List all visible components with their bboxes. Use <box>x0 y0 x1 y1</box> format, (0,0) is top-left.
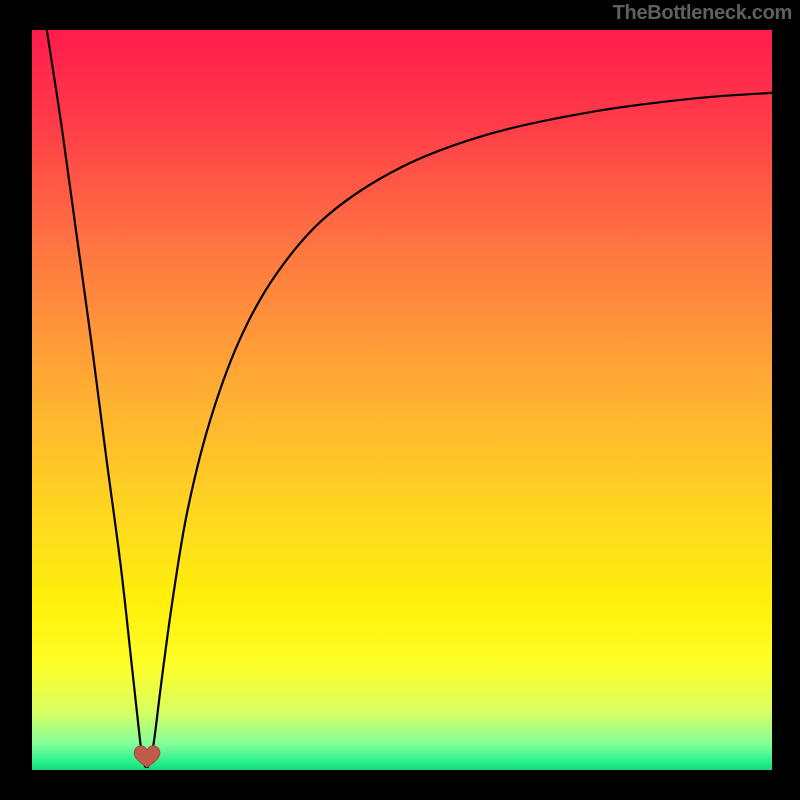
chart-container: TheBottleneck.com <box>0 0 800 800</box>
plot-area <box>32 30 772 770</box>
heart-marker-icon <box>132 745 162 769</box>
bottleneck-curve <box>32 30 772 770</box>
watermark-text: TheBottleneck.com <box>613 2 792 25</box>
